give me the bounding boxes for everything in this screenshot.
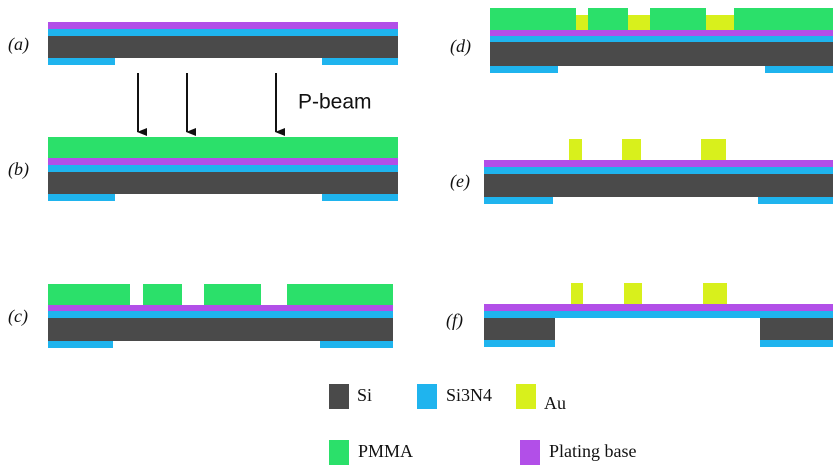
legend-label: Au	[544, 393, 566, 413]
legend-label: Si3N4	[446, 385, 492, 405]
panel-label: (b)	[8, 159, 29, 180]
panel-f	[484, 283, 833, 347]
legend-swatch	[417, 384, 437, 409]
legend: Si Si3N4 Au PMMA Plating base	[329, 384, 637, 465]
panel-label: (c)	[8, 306, 28, 327]
panel-label: (d)	[450, 36, 471, 57]
panel-label: (e)	[450, 171, 470, 192]
panel-label: (f)	[446, 310, 463, 331]
legend-label: PMMA	[358, 441, 413, 461]
beam-label: P-beam	[298, 91, 372, 114]
legend-label: Si	[357, 385, 372, 405]
beam-arrows	[138, 73, 276, 132]
panel-label: (a)	[8, 34, 29, 55]
panel-b	[48, 137, 398, 201]
panel-a	[48, 22, 398, 65]
legend-swatch	[516, 384, 536, 409]
legend-swatch	[329, 440, 349, 465]
panel-c	[48, 284, 393, 348]
legend-label: Plating base	[549, 441, 637, 461]
panel-e	[484, 139, 833, 204]
panel-d	[490, 8, 833, 73]
legend-swatch	[520, 440, 540, 465]
legend-swatch	[329, 384, 349, 409]
process-diagram: P-beam	[0, 0, 833, 468]
